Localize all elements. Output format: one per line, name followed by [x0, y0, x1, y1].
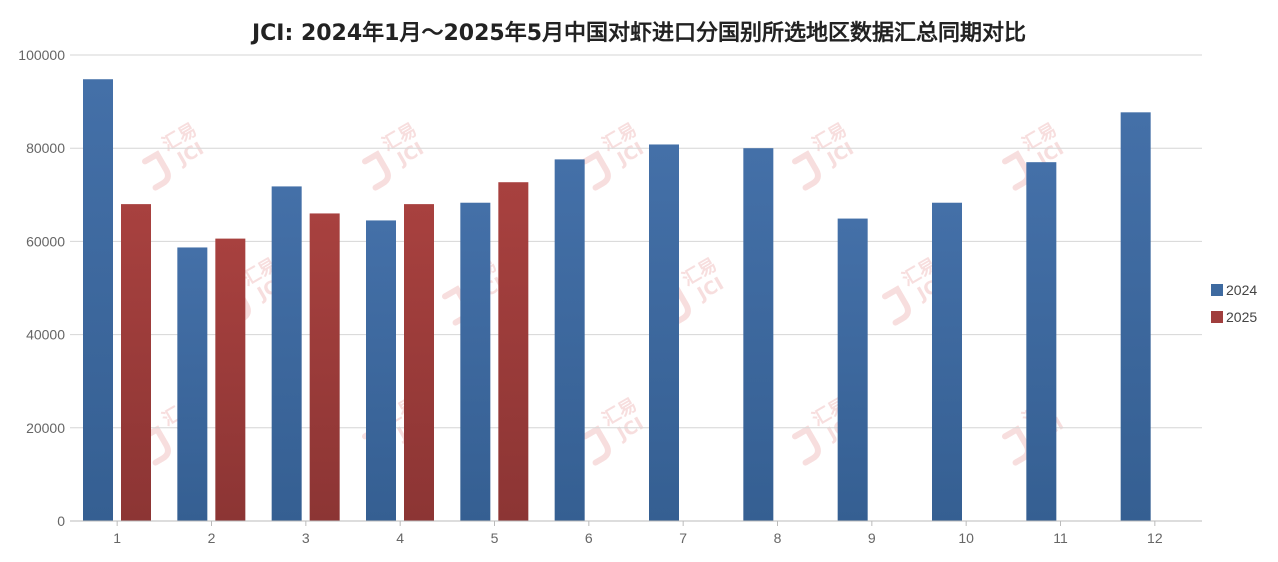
y-tick-label: 60000 — [26, 233, 65, 249]
bar-2024-1 — [83, 79, 113, 522]
bar-2025-4 — [404, 204, 434, 521]
legend-label-2025: 2025 — [1226, 309, 1257, 325]
bar-2024-11 — [1026, 162, 1057, 521]
y-tick-label: 20000 — [26, 420, 65, 436]
bar-2024-8 — [743, 148, 774, 521]
bar-2025-1 — [121, 204, 151, 521]
legend-swatch-2024 — [1211, 284, 1223, 296]
legend: 2024 2025 — [1211, 282, 1257, 325]
bar-2024-4 — [366, 220, 396, 521]
x-tick-label: 6 — [585, 530, 593, 546]
legend-swatch-2025 — [1211, 311, 1223, 323]
y-tick-label: 40000 — [26, 327, 65, 343]
bar-2025-2 — [215, 238, 246, 521]
x-tick-label: 9 — [868, 530, 876, 546]
bar-2024-12 — [1120, 112, 1151, 522]
bar-2024-7 — [649, 144, 679, 522]
bars — [83, 79, 1151, 522]
legend-label-2024: 2024 — [1226, 282, 1257, 298]
bar-2024-6 — [554, 159, 585, 521]
x-tick-label: 3 — [302, 530, 310, 546]
x-tick-label: 2 — [208, 530, 216, 546]
x-tick-label: 4 — [396, 530, 404, 546]
bar-2024-10 — [932, 202, 962, 522]
bar-2024-3 — [271, 186, 302, 522]
x-tick-label: 12 — [1147, 530, 1163, 546]
x-tick-label: 7 — [679, 530, 687, 546]
y-tick-label: 100000 — [18, 47, 65, 63]
x-tick-label: 5 — [491, 530, 499, 546]
bar-2024-5 — [460, 202, 491, 522]
x-tick-label: 1 — [113, 530, 121, 546]
chart-title: JCI: 2024年1月～2025年5月中国对虾进口分国别所选地区数据汇总同期对… — [250, 20, 1026, 46]
bar-2025-5 — [498, 182, 529, 521]
y-tick-label: 80000 — [26, 140, 65, 156]
x-tick-label: 10 — [958, 530, 974, 546]
bar-2024-9 — [837, 218, 868, 522]
bar-2025-3 — [309, 213, 340, 521]
x-tick-label: 8 — [774, 530, 782, 546]
x-tick-label: 11 — [1053, 530, 1068, 546]
y-tick-label: 0 — [57, 513, 65, 529]
bar-2024-2 — [177, 247, 208, 521]
